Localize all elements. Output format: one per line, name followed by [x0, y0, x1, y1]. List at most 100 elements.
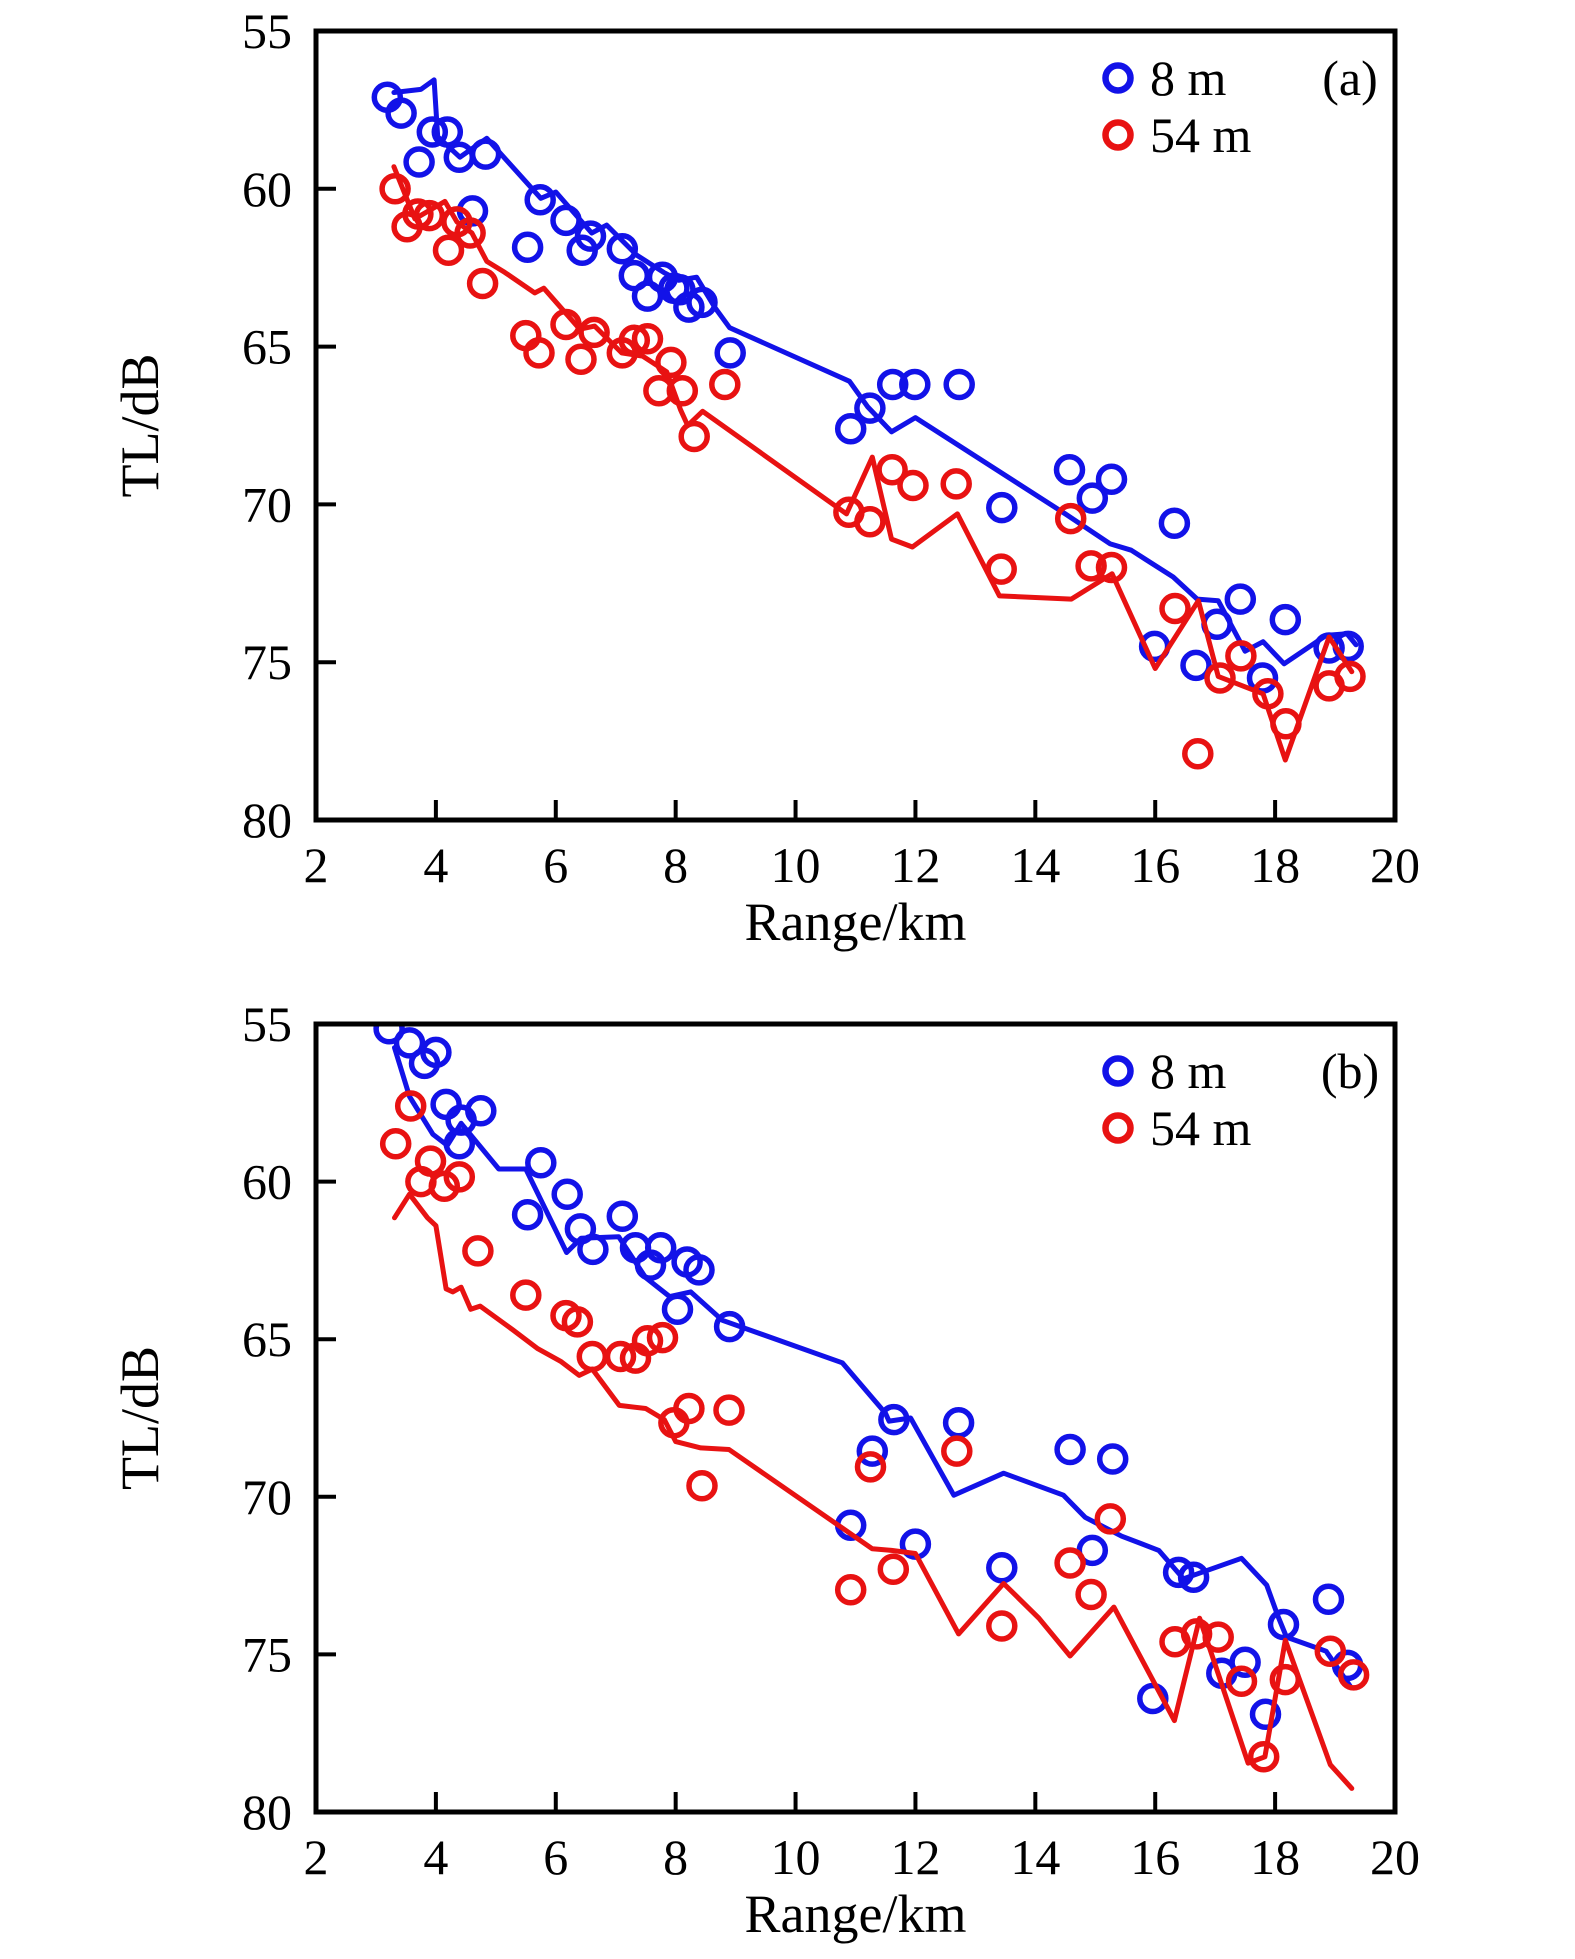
data-point [1224, 583, 1257, 615]
data-point [986, 491, 1018, 524]
data-point [576, 1340, 609, 1373]
panel-a-x-axis-title: Range/km [745, 892, 967, 952]
x-tick-label: 20 [1370, 1829, 1420, 1885]
data-point [856, 1435, 889, 1467]
x-tick-label: 6 [543, 1829, 568, 1885]
data-point [1249, 1698, 1282, 1731]
data-point [1054, 1547, 1086, 1579]
data-point [834, 412, 867, 445]
data-point [1162, 1556, 1195, 1589]
data-point [713, 1394, 745, 1426]
data-point [854, 1451, 887, 1483]
data-point [1158, 507, 1191, 540]
data-point [943, 368, 975, 401]
y-tick-label: 75 [242, 1626, 292, 1682]
data-point [561, 1306, 594, 1338]
data-point [1225, 640, 1257, 672]
data-point [1095, 463, 1128, 495]
legend-marker-icon [1102, 119, 1134, 151]
data-point [709, 368, 741, 401]
panel-b: 2 4 6 8 10 12 14 16 18 20 55 60 65 70 75 80 Range/km TL/d… [110, 996, 1420, 1944]
data-point [1159, 592, 1191, 625]
y-tick-label: 75 [242, 634, 292, 690]
data-point [462, 1235, 494, 1267]
x-tick-label: 12 [890, 837, 940, 893]
panel-a-legend: 8 m54 m [1102, 50, 1252, 163]
data-point [1096, 1443, 1129, 1475]
y-tick-label: 60 [242, 1154, 292, 1210]
data-point [1334, 660, 1366, 693]
x-tick-label: 16 [1130, 837, 1180, 893]
x-tick-label: 2 [304, 1829, 329, 1885]
data-point [466, 267, 499, 300]
panel-a-frame [313, 28, 1398, 823]
data-point [443, 1161, 476, 1193]
y-tick-label: 55 [242, 3, 292, 59]
data-point [666, 375, 699, 407]
y-tick-label: 65 [242, 1311, 292, 1367]
data-point [673, 1392, 705, 1425]
data-point [1269, 603, 1302, 636]
panel-b-letter: (b) [1321, 1043, 1379, 1099]
panel-b-frame [313, 1021, 1398, 1815]
y-tick-label: 65 [242, 319, 292, 375]
panel-a: 2 4 6 8 10 12 14 16 18 20 55 60 65 70 75 80 Range/km TL/d… [110, 3, 1420, 952]
data-point [1247, 1741, 1280, 1773]
data-point [678, 420, 710, 453]
data-point [1337, 1659, 1370, 1691]
data-point [403, 146, 435, 178]
data-point [393, 1027, 426, 1059]
x-tick-label: 6 [543, 837, 568, 893]
data-point [416, 116, 449, 148]
data-point [941, 1435, 973, 1467]
data-point [942, 1406, 975, 1439]
panel-b-y-axis: 55 60 65 70 75 80 [242, 996, 336, 1840]
data-point [604, 1340, 637, 1373]
data-point [854, 506, 886, 538]
data-point [1312, 1583, 1345, 1615]
panel-b-legend: 8 m54 m [1102, 1043, 1252, 1156]
data-point [986, 1610, 1018, 1642]
data-point [899, 368, 931, 401]
series-54-m-measured-markers [379, 173, 1366, 770]
data-point [646, 1321, 679, 1354]
data-point [1054, 1433, 1086, 1466]
data-point [686, 1470, 718, 1502]
x-tick-label: 2 [304, 837, 329, 893]
data-point [574, 220, 607, 252]
data-point [402, 198, 434, 230]
data-point [854, 392, 886, 424]
data-point [877, 1553, 910, 1586]
data-point [897, 469, 929, 502]
x-tick-label: 18 [1250, 837, 1300, 893]
data-point [454, 217, 486, 249]
data-point [644, 1232, 677, 1264]
data-point [1054, 502, 1087, 535]
panel-b-series [373, 1024, 1370, 1791]
data-point [511, 1198, 544, 1231]
legend-marker-icon [1102, 62, 1134, 94]
data-point [876, 368, 909, 401]
x-tick-label: 4 [423, 837, 448, 893]
series-54-m-model-line [391, 164, 1355, 763]
data-point [523, 337, 555, 369]
data-point [524, 184, 556, 216]
legend-label: 54 m [1150, 107, 1252, 163]
x-tick-label: 8 [663, 837, 688, 893]
data-point [655, 346, 687, 379]
data-point [1246, 662, 1279, 694]
data-point [379, 1128, 412, 1160]
data-point [1076, 482, 1109, 514]
y-tick-label: 70 [242, 1469, 292, 1525]
data-point [551, 1178, 583, 1210]
data-point [1267, 1608, 1300, 1641]
x-tick-label: 20 [1370, 837, 1420, 893]
y-tick-label: 80 [242, 792, 292, 848]
data-point [940, 468, 972, 500]
data-point [1229, 1646, 1261, 1679]
legend-label: 8 m [1150, 1043, 1227, 1099]
legend-marker-icon [1102, 1112, 1134, 1144]
panel-b-x-axis: 2 4 6 8 10 12 14 16 18 20 [304, 1792, 1420, 1885]
data-point [631, 322, 664, 355]
